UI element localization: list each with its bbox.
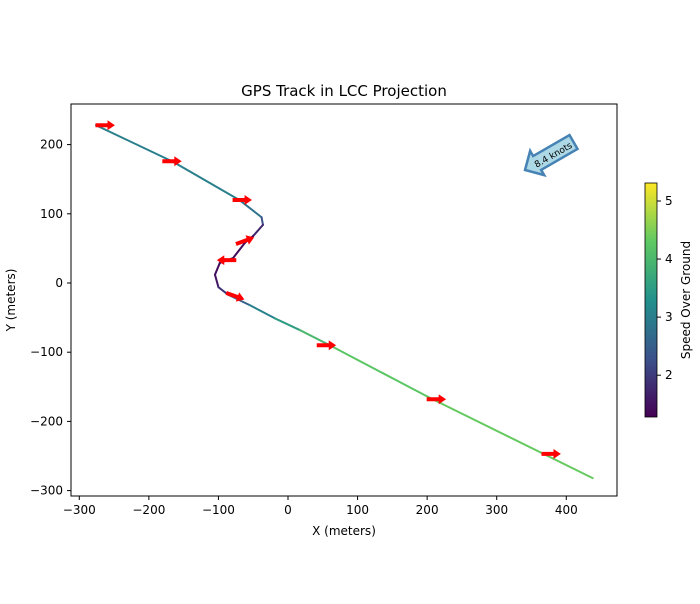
track-segment — [213, 261, 221, 276]
colorbar-tick-label: 4 — [665, 252, 673, 266]
y-tick-label: −100 — [30, 345, 63, 359]
track-segment — [428, 396, 594, 480]
chart-title: GPS Track in LCC Projection — [241, 82, 447, 100]
x-tick-label: 100 — [346, 503, 369, 517]
track-segment — [232, 241, 246, 260]
x-tick-label: 300 — [485, 503, 508, 517]
track-segment — [252, 223, 264, 237]
y-tick-label: −200 — [30, 414, 63, 428]
heading-arrow — [225, 291, 245, 302]
heading-arrow — [162, 156, 182, 167]
y-tick-label: 200 — [40, 138, 63, 152]
y-tick-label: −300 — [30, 484, 63, 498]
heading-arrow — [216, 255, 237, 266]
x-tick-label: −100 — [202, 503, 235, 517]
heading-arrow — [426, 394, 447, 405]
colorbar — [644, 182, 658, 418]
track-segment — [94, 124, 175, 163]
colorbar-tick-label: 5 — [665, 194, 673, 208]
track-segment — [172, 160, 241, 201]
colorbar-tick-label: 3 — [665, 310, 673, 324]
x-tick-label: 400 — [555, 503, 578, 517]
x-tick-label: −200 — [132, 503, 165, 517]
x-axis-label: X (meters) — [312, 524, 376, 538]
heading-arrow — [235, 235, 255, 246]
colorbar-tick-label: 2 — [665, 368, 673, 382]
track-segment — [238, 198, 263, 219]
colorbar-label: Speed Over Ground — [679, 241, 693, 359]
plot-frame — [70, 103, 618, 497]
track-segment — [298, 329, 331, 347]
heading-arrow — [316, 340, 337, 351]
y-axis-label: Y (meters) — [4, 269, 18, 333]
track-segment — [248, 304, 276, 320]
heading-arrow — [95, 120, 115, 131]
heading-arrow — [541, 448, 561, 459]
track-segment — [273, 317, 301, 332]
y-tick-label: 0 — [55, 276, 63, 290]
y-tick-label: 100 — [40, 207, 63, 221]
heading-arrow — [232, 195, 252, 205]
track-segment — [260, 216, 264, 226]
track-segment — [328, 344, 431, 399]
x-tick-label: 0 — [284, 503, 292, 517]
x-tick-label: −300 — [63, 503, 96, 517]
wind-arrow: 8.4 knots — [523, 133, 580, 178]
x-tick-label: 200 — [416, 503, 439, 517]
track-segment — [213, 273, 220, 289]
